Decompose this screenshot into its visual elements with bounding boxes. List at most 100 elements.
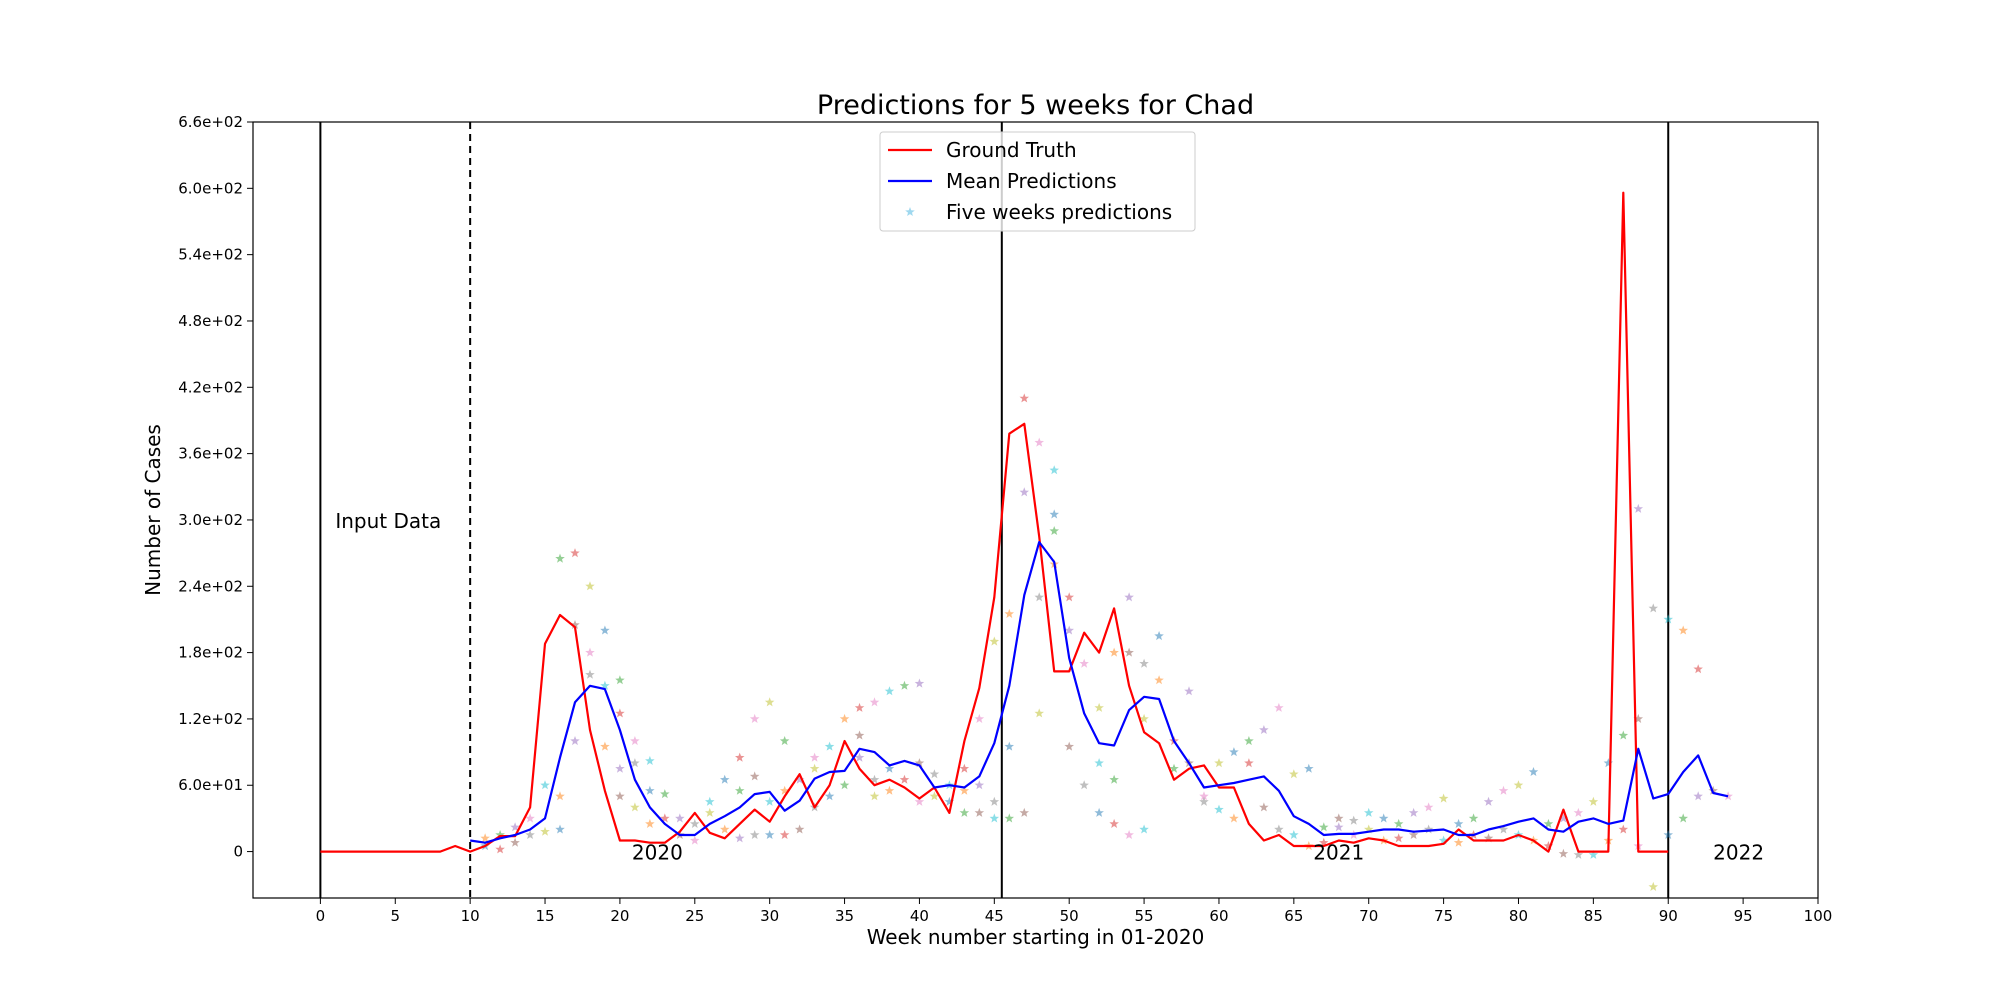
prediction-point bbox=[959, 807, 970, 817]
prediction-point bbox=[1124, 830, 1134, 839]
prediction-point bbox=[570, 620, 580, 629]
prediction-point bbox=[1543, 841, 1554, 851]
prediction-point bbox=[1199, 791, 1209, 801]
prediction-point bbox=[749, 771, 760, 781]
prediction-point bbox=[1618, 730, 1629, 740]
prediction-point bbox=[1438, 835, 1449, 845]
prediction-point bbox=[1109, 818, 1119, 828]
prediction-point bbox=[600, 680, 610, 690]
prediction-point bbox=[1049, 509, 1059, 519]
legend-label-mean-predictions: Mean Predictions bbox=[946, 169, 1117, 193]
prediction-point bbox=[959, 763, 970, 773]
prediction-point bbox=[884, 763, 895, 773]
legend-box bbox=[879, 131, 1196, 232]
plot-area-frame bbox=[252, 121, 1819, 899]
prediction-point bbox=[779, 785, 790, 795]
x-axis-label: Week number starting in 01-2020 bbox=[867, 925, 1205, 949]
prediction-point bbox=[1049, 526, 1059, 535]
prediction-point bbox=[1019, 487, 1029, 497]
prediction-point bbox=[1229, 747, 1239, 757]
prediction-point bbox=[749, 713, 760, 723]
prediction-point bbox=[914, 678, 925, 688]
prediction-point bbox=[794, 824, 805, 834]
prediction-point bbox=[1334, 822, 1344, 832]
x-tick-label: 100 bbox=[1804, 907, 1833, 925]
prediction-point bbox=[824, 791, 835, 801]
prediction-point bbox=[570, 736, 580, 746]
y-tick-label: 6.0e+01 bbox=[178, 776, 243, 794]
prediction-point bbox=[1259, 802, 1269, 812]
prediction-point bbox=[764, 830, 775, 839]
prediction-point bbox=[1678, 813, 1688, 823]
prediction-point bbox=[1244, 736, 1254, 746]
prediction-point bbox=[645, 785, 655, 795]
prediction-point bbox=[1334, 813, 1344, 823]
x-tick-label: 80 bbox=[1509, 907, 1528, 925]
prediction-point bbox=[1633, 713, 1643, 723]
annotation-2021: 2021 bbox=[1313, 841, 1364, 865]
prediction-point bbox=[495, 844, 505, 854]
x-tick-label: 70 bbox=[1359, 907, 1378, 925]
prediction-point bbox=[1244, 758, 1254, 768]
prediction-point bbox=[1094, 807, 1104, 817]
x-tick-label: 50 bbox=[1060, 907, 1079, 925]
prediction-point bbox=[1169, 763, 1179, 773]
x-tick-label: 30 bbox=[760, 907, 779, 925]
prediction-point bbox=[1259, 725, 1269, 734]
legend-marker-five-weeks-predictions bbox=[905, 207, 915, 216]
x-tick-label: 0 bbox=[316, 907, 326, 925]
prediction-point bbox=[974, 713, 985, 723]
prediction-point bbox=[1139, 824, 1149, 834]
prediction-point bbox=[1109, 774, 1119, 784]
mean-predictions-line bbox=[470, 541, 1729, 844]
prediction-point bbox=[1528, 767, 1539, 776]
y-axis: 0 6.0e+01 1.2e+02 1.8e+02 2.4e+02 3.0e+02 3.6e… bbox=[178, 113, 253, 861]
prediction-point bbox=[1453, 818, 1464, 828]
prediction-point bbox=[1378, 813, 1389, 823]
prediction-point bbox=[1064, 592, 1074, 602]
x-tick-label: 55 bbox=[1135, 907, 1154, 925]
prediction-point bbox=[854, 752, 865, 762]
prediction-point bbox=[959, 785, 970, 795]
prediction-point bbox=[1648, 881, 1658, 891]
x-tick-label: 95 bbox=[1734, 907, 1753, 925]
prediction-point bbox=[899, 680, 910, 690]
x-tick-label: 85 bbox=[1584, 907, 1603, 925]
prediction-point bbox=[839, 780, 850, 790]
prediction-point bbox=[720, 774, 730, 784]
prediction-point bbox=[1543, 818, 1554, 828]
prediction-point bbox=[884, 785, 895, 795]
prediction-point bbox=[615, 708, 625, 718]
prediction-point bbox=[1214, 804, 1224, 814]
prediction-point bbox=[1423, 824, 1434, 834]
prediction-point bbox=[989, 813, 1000, 823]
prediction-point bbox=[480, 833, 490, 843]
prediction-point bbox=[690, 818, 700, 828]
x-axis: 0 5 10 15 20 25 30 35 40 45 50 55 60 65 70 75 80 85 90 95 10… bbox=[316, 898, 1833, 925]
prediction-point bbox=[1648, 603, 1658, 613]
prediction-point bbox=[1304, 763, 1314, 773]
prediction-point bbox=[884, 686, 895, 696]
prediction-point bbox=[615, 791, 625, 801]
legend: Ground Truth Mean Predictions Five weeks p… bbox=[879, 131, 1196, 232]
prediction-point bbox=[1663, 830, 1673, 839]
annotations: Input Data 2020 2021 2022 bbox=[335, 509, 1764, 865]
prediction-point bbox=[989, 636, 1000, 646]
x-tick-label: 10 bbox=[461, 907, 480, 925]
prediction-point bbox=[645, 755, 655, 765]
prediction-point bbox=[645, 818, 655, 828]
prediction-point bbox=[1289, 769, 1299, 779]
prediction-point bbox=[570, 548, 580, 558]
prediction-point bbox=[615, 763, 625, 773]
prediction-point bbox=[1004, 741, 1014, 751]
prediction-point bbox=[824, 741, 835, 751]
prediction-point bbox=[779, 830, 790, 839]
y-tick-label: 3.6e+02 bbox=[178, 445, 243, 463]
prediction-point bbox=[1573, 849, 1584, 859]
prediction-point bbox=[585, 581, 595, 591]
y-tick-label: 5.4e+02 bbox=[178, 246, 243, 264]
prediction-point bbox=[869, 774, 880, 784]
prediction-point bbox=[1423, 802, 1434, 812]
prediction-point bbox=[899, 774, 910, 784]
